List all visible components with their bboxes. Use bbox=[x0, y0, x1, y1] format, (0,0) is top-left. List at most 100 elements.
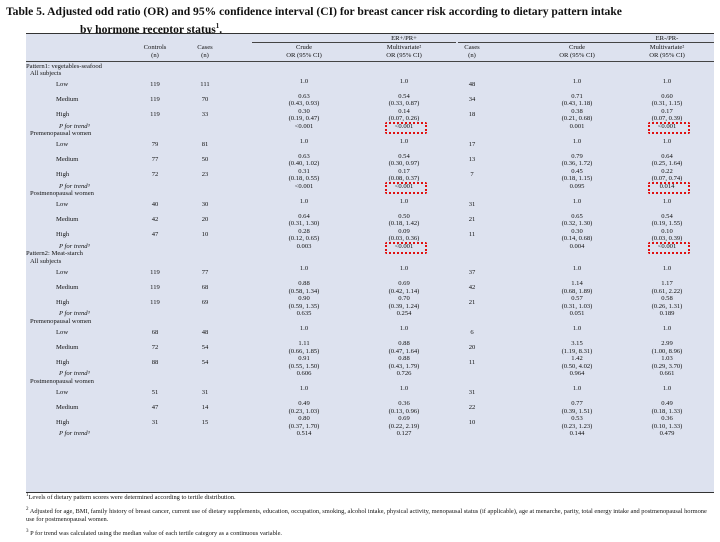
section-label-1: Pattern2: Meat-starch bbox=[26, 250, 83, 258]
cell-controls: 77 bbox=[151, 156, 159, 164]
cell-multi2-ci: (0.07, 0.39) bbox=[651, 115, 683, 123]
cell-crude1-ci: (0.37, 1.70) bbox=[288, 422, 320, 430]
cell-multi2-or: 0.54 bbox=[661, 212, 673, 220]
cell-crude1-or: 0.91 bbox=[298, 355, 310, 363]
cell-multi1-or: 0.17 bbox=[398, 167, 410, 175]
cell-multi1-or: 1.0 bbox=[399, 197, 409, 205]
cell-crude1-or: 0.63 bbox=[298, 92, 310, 100]
cell-multi1-ci: (0.33, 0.87) bbox=[388, 100, 420, 108]
trend-multi1: 0.726 bbox=[396, 370, 412, 378]
cell-cases2: 11 bbox=[468, 358, 476, 366]
highlight-box bbox=[648, 182, 690, 195]
header-bottom-rule bbox=[26, 61, 714, 62]
cell-cases1: 54 bbox=[201, 358, 209, 366]
cell-multi2-ci: (0.07, 0.74) bbox=[651, 175, 683, 183]
cell-multi2-or: 2.99 bbox=[661, 340, 673, 348]
header-group2-rule bbox=[458, 42, 714, 43]
group-label: All subjects bbox=[30, 257, 62, 265]
cell-multi1-ci: (0.13, 0.96) bbox=[388, 407, 420, 415]
cell-multi2-ci: (0.19, 1.55) bbox=[651, 220, 683, 228]
cell-crude2-ci: (0.43, 1.18) bbox=[561, 100, 593, 108]
row-label: Low bbox=[56, 268, 69, 276]
cell-crude1-or: 1.0 bbox=[299, 77, 309, 85]
cell-crude2-or: 1.0 bbox=[572, 265, 582, 273]
cell-multi2-or: 1.0 bbox=[662, 325, 672, 333]
cell-crude2-or: 1.0 bbox=[572, 197, 582, 205]
cell-multi2-or: 1.0 bbox=[662, 197, 672, 205]
trend-label: P for trend³ bbox=[59, 182, 90, 190]
header-controls-title: Controls bbox=[143, 44, 167, 51]
cell-multi2-ci: (0.18, 1.33) bbox=[651, 407, 683, 415]
cell-crude1-or: 0.80 bbox=[298, 415, 310, 423]
cell-crude2-or: 0.79 bbox=[571, 152, 583, 160]
cell-multi2-or: 0.36 bbox=[661, 415, 673, 423]
cell-multi2-or: 1.0 bbox=[662, 265, 672, 273]
cell-multi1-or: 1.0 bbox=[399, 265, 409, 273]
cell-crude1-or: 1.0 bbox=[299, 385, 309, 393]
cell-crude1-or: 1.11 bbox=[298, 340, 310, 348]
trend-multi1: <0.001 bbox=[394, 182, 414, 190]
cell-cases2: 21 bbox=[468, 298, 476, 306]
trend-multi1: <0.001 bbox=[394, 122, 414, 130]
cell-crude2-or: 0.38 bbox=[571, 107, 583, 115]
cell-multi2-or: 1.0 bbox=[662, 385, 672, 393]
trend-crude2: 0.004 bbox=[569, 242, 585, 250]
cell-crude1-or: 1.0 bbox=[299, 325, 309, 333]
header-crude1-title: Crude bbox=[295, 44, 313, 51]
cell-controls: 79 bbox=[151, 141, 159, 149]
cell-crude1-or: 1.0 bbox=[299, 197, 309, 205]
row-label: High bbox=[56, 111, 70, 119]
cell-multi1-ci: (0.07, 0.26) bbox=[388, 115, 420, 123]
cell-controls: 47 bbox=[151, 231, 159, 239]
cell-cases1: 111 bbox=[200, 81, 210, 89]
cell-crude1-or: 0.31 bbox=[298, 167, 310, 175]
cell-crude2-or: 1.42 bbox=[571, 355, 583, 363]
cell-cases1: 15 bbox=[201, 418, 209, 426]
cell-cases2: 31 bbox=[468, 388, 476, 396]
cell-crude2-or: 0.65 bbox=[571, 212, 583, 220]
table-title-line2: by hormone receptor status1. bbox=[80, 22, 223, 36]
cell-multi2-ci: (0.31, 1.15) bbox=[651, 100, 683, 108]
trend-crude2: 0.144 bbox=[569, 430, 585, 438]
cell-controls: 119 bbox=[150, 268, 160, 276]
cell-cases1: 20 bbox=[201, 216, 209, 224]
cell-crude2-or: 0.45 bbox=[571, 167, 583, 175]
trend-label: P for trend³ bbox=[59, 242, 90, 250]
header-cases1-subtitle: (n) bbox=[201, 52, 209, 59]
cell-cases1: 31 bbox=[201, 388, 209, 396]
row-label: High bbox=[56, 298, 70, 306]
cell-multi2-or: 0.10 bbox=[661, 227, 673, 235]
cell-crude1-or: 1.0 bbox=[299, 265, 309, 273]
header-cases1-title: Cases bbox=[197, 44, 213, 51]
cell-multi1-or: 1.0 bbox=[399, 137, 409, 145]
cell-crude2-ci: (0.31, 1.03) bbox=[561, 302, 593, 310]
cell-multi1-or: 0.69 bbox=[398, 415, 410, 423]
highlight-box bbox=[385, 122, 427, 135]
cell-controls: 119 bbox=[150, 96, 160, 104]
header-group-er-pos: ER+/PR+ bbox=[391, 35, 417, 42]
cell-controls: 31 bbox=[151, 418, 159, 426]
cell-cases2: 20 bbox=[468, 343, 476, 351]
group-label: Postmenopausal women bbox=[30, 377, 94, 385]
cell-multi2-or: 0.60 bbox=[661, 92, 673, 100]
cell-crude1-or: 0.64 bbox=[298, 212, 310, 220]
trend-crude2: 0.001 bbox=[569, 122, 585, 130]
header-multi2-subtitle: OR (95% CI) bbox=[649, 52, 685, 59]
cell-multi1-ci: (0.22, 2.19) bbox=[388, 422, 420, 430]
cell-cases2: 10 bbox=[468, 418, 476, 426]
cell-multi1-or: 0.54 bbox=[398, 92, 410, 100]
cell-multi1-ci: (0.42, 1.14) bbox=[388, 287, 420, 295]
cell-controls: 119 bbox=[150, 298, 160, 306]
table-footnotes: 1Levels of dietary pattern scores were d… bbox=[26, 492, 716, 542]
cell-cases2: 17 bbox=[468, 141, 476, 149]
cell-cases1: 81 bbox=[201, 141, 209, 149]
cell-cases2: 7 bbox=[470, 171, 474, 179]
trend-crude2: 0.095 bbox=[569, 182, 585, 190]
cell-crude2-or: 0.30 bbox=[571, 227, 583, 235]
header-multi1-title: Multivariate² bbox=[386, 44, 422, 51]
row-label: Medium bbox=[56, 216, 79, 224]
footnote-3: 3 P for trend was calculated using the m… bbox=[26, 529, 283, 538]
cell-crude1-ci: (0.12, 0.65) bbox=[288, 235, 320, 243]
cell-multi2-ci: (0.61, 2.22) bbox=[651, 287, 683, 295]
cell-cases2: 42 bbox=[468, 283, 476, 291]
